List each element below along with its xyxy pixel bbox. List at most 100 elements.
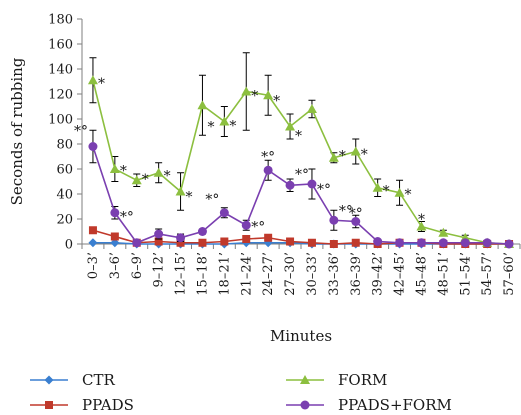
significance-mark: *	[164, 168, 171, 184]
data-point	[197, 227, 207, 236]
y-axis-title: Seconds of rubbing	[8, 57, 26, 205]
data-point	[263, 165, 273, 175]
data-point	[350, 146, 361, 156]
data-point	[154, 237, 163, 246]
y-tick-label: 140	[48, 63, 73, 78]
y-tick-label: 100	[48, 113, 73, 128]
significance-mark: *	[142, 172, 149, 188]
data-point	[460, 238, 470, 248]
x-tick-label: 36–39’	[349, 252, 364, 296]
series-line	[92, 80, 510, 245]
x-tick-label: 24–27’	[261, 252, 276, 296]
significance-mark: *	[207, 120, 214, 136]
legend-label: PPADS+FORM	[338, 396, 452, 414]
x-tick-label: 45–48’	[414, 252, 429, 296]
data-point	[329, 215, 339, 225]
data-point	[219, 116, 230, 126]
data-point	[438, 238, 448, 248]
data-point	[219, 208, 229, 218]
data-point	[88, 142, 98, 151]
data-point	[306, 104, 317, 113]
data-point	[110, 232, 119, 241]
x-tick-label: 0–3’	[86, 252, 101, 279]
data-point	[88, 226, 97, 235]
data-point	[438, 227, 449, 237]
data-point	[241, 220, 251, 230]
legend-item-ppads: PPADS	[30, 396, 134, 414]
x-axis-title: Minutes	[270, 327, 332, 345]
x-tick-label: 27–30’	[283, 252, 298, 296]
legend-label: FORM	[338, 371, 387, 389]
significance-mark: *	[98, 76, 105, 92]
data-point	[285, 121, 296, 131]
x-tick-label: 6–9’	[130, 252, 145, 279]
data-point	[220, 237, 229, 246]
y-tick-label: 40	[56, 188, 73, 203]
data-point	[109, 164, 120, 173]
significance-mark: *	[251, 88, 258, 104]
data-point	[131, 175, 142, 185]
significance-mark: *	[295, 128, 302, 144]
legend-marker	[44, 375, 54, 385]
x-tick-label: 54–57’	[480, 252, 495, 296]
data-point	[176, 238, 185, 247]
data-point	[176, 233, 186, 243]
significance-mark: *°	[251, 220, 265, 236]
legend-label: CTR	[82, 371, 115, 389]
x-tick-label: 9–12’	[152, 252, 167, 287]
data-point	[175, 186, 186, 196]
significance-mark: *°	[120, 210, 134, 226]
data-point	[351, 217, 361, 226]
x-tick-label: 42–45’	[393, 252, 408, 296]
data-point	[263, 90, 274, 100]
data-point	[242, 235, 251, 243]
significance-mark: *°	[295, 167, 309, 183]
significance-mark: *°	[349, 206, 363, 222]
significance-mark: *	[186, 190, 193, 206]
data-point	[504, 239, 514, 249]
data-point	[307, 179, 317, 189]
significance-mark: *°	[205, 192, 219, 208]
series-ppads-form	[88, 129, 514, 249]
significance-mark: *	[361, 147, 368, 163]
significance-mark: *	[339, 148, 346, 164]
x-axis: 0–3’ 3–6’ 6–9’ 9–12’ 12–15’ 15–18’ 18–21’ 21–24…	[81, 243, 521, 296]
y-tick-label: 160	[48, 38, 73, 53]
significance-mark: *	[418, 212, 425, 228]
data-point	[395, 238, 405, 248]
data-point	[241, 86, 252, 96]
data-point	[416, 221, 427, 231]
data-point	[351, 238, 360, 247]
data-point	[198, 238, 207, 247]
significance-mark: *	[383, 183, 390, 199]
y-tick-label: 180	[48, 13, 73, 28]
data-point	[307, 238, 316, 247]
x-tick-label: 48–51’	[436, 252, 451, 296]
data-point	[482, 238, 492, 248]
significance-mark: *°	[317, 182, 331, 198]
data-point	[373, 237, 383, 246]
legend-item-ctr: CTR	[30, 371, 115, 389]
significance-annotations: **°**°* *** **°**°**°**°*°**°**°* **	[74, 76, 425, 236]
significance-mark: *°	[339, 203, 353, 219]
significance-mark: *°	[261, 150, 275, 166]
legend-item-form: FORM	[286, 371, 387, 389]
legend: CTR PPADS FORM PPADS+FORM	[30, 371, 452, 414]
y-tick-label: 80	[56, 138, 73, 153]
data-point	[285, 180, 295, 190]
x-tick-label: 21–24’	[239, 252, 254, 296]
x-tick-label: 33–36’	[327, 252, 342, 296]
significance-mark: *	[273, 93, 280, 109]
x-tick-label: 12–15’	[174, 252, 189, 296]
legend-marker	[45, 401, 53, 409]
series-form	[87, 52, 515, 248]
data-point	[264, 233, 273, 242]
data-point	[88, 238, 98, 248]
data-point	[329, 240, 338, 248]
x-tick-label: 3–6’	[108, 252, 123, 279]
data-point	[87, 75, 98, 85]
significance-mark: *	[229, 118, 236, 134]
x-tick-label: 30–33’	[305, 252, 320, 296]
data-point	[153, 167, 164, 177]
